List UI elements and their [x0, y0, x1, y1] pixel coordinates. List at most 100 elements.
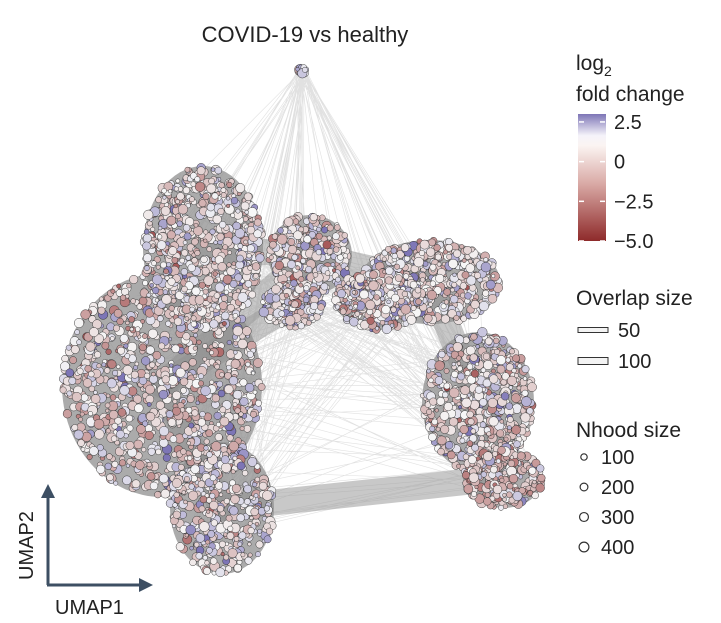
nhood-node — [433, 244, 441, 252]
nhood-node — [496, 364, 506, 374]
nhood-node — [366, 316, 375, 325]
nhood-node — [537, 473, 546, 483]
nhood-node — [188, 490, 199, 501]
nhood-node — [209, 492, 216, 499]
nhood-node — [181, 249, 189, 257]
nhood-node — [332, 268, 337, 273]
nhood-node — [470, 428, 477, 434]
nhood-node — [295, 67, 300, 72]
nhood-node — [385, 266, 394, 275]
nhood-node — [359, 289, 369, 300]
nhood-node — [213, 278, 218, 283]
nhood-node — [469, 399, 480, 410]
nhood-node — [158, 342, 166, 350]
nhood-node — [145, 394, 155, 404]
nhood-node — [283, 217, 294, 227]
nhood-node — [109, 336, 115, 341]
nhood-node — [180, 361, 190, 371]
nhood-node — [158, 473, 169, 484]
nhood-node — [198, 380, 205, 387]
nhood-node — [313, 312, 321, 321]
nhood-node — [68, 377, 77, 385]
nhood-node — [247, 552, 253, 558]
nhood-node — [166, 230, 176, 240]
nhood-node — [144, 430, 154, 440]
nhood-node — [492, 451, 498, 457]
nhood-node — [203, 275, 214, 286]
nhood-node — [93, 333, 104, 344]
nhood-node — [181, 490, 186, 495]
chart-title: COVID-19 vs healthy — [201, 22, 409, 47]
nhood-node — [203, 445, 209, 451]
nhood-node — [502, 470, 508, 476]
nhood-node — [401, 290, 409, 298]
nhood-node — [231, 261, 237, 266]
nhood-node — [394, 263, 400, 270]
nhood-node — [59, 386, 67, 394]
nhood-node — [247, 542, 252, 547]
nhood-node — [321, 226, 329, 234]
nhood-node — [193, 332, 198, 338]
nhood-node — [507, 375, 517, 386]
nhood-node — [224, 372, 232, 380]
nhood-node — [186, 395, 195, 403]
nhood-node — [93, 418, 105, 430]
nhood-node — [200, 255, 208, 264]
nhood-node — [521, 365, 530, 374]
nhood-node — [237, 243, 244, 249]
nhood-node — [512, 491, 523, 502]
nhood-node — [109, 410, 119, 420]
nhood-node — [80, 393, 89, 402]
nhood-node — [298, 276, 305, 283]
nhood-node — [443, 382, 451, 390]
nhood-node — [236, 254, 244, 263]
nhood-node — [160, 489, 170, 499]
nhood-node — [483, 497, 492, 506]
nhood-node — [499, 419, 504, 424]
nhood-node — [169, 311, 175, 317]
nhood-node — [436, 261, 442, 267]
nhood-node — [310, 301, 319, 311]
nhood-node — [474, 485, 479, 490]
nhood-node — [227, 548, 238, 559]
overlap-legend-label: 100 — [618, 351, 651, 373]
nhood-node — [507, 416, 514, 423]
nhood-node — [106, 473, 114, 482]
nhood-node — [461, 258, 467, 263]
nhood-node — [149, 481, 159, 491]
nhood-node — [247, 457, 258, 467]
nhood-node — [209, 228, 216, 235]
nhood-node — [255, 551, 261, 558]
nhood-node — [253, 273, 259, 279]
nhood-node — [166, 215, 177, 226]
nhood-node — [171, 257, 179, 264]
nhood-node — [105, 428, 111, 434]
nhood-node — [144, 372, 151, 379]
nhood-node — [332, 232, 340, 240]
nhood-node — [196, 431, 202, 436]
nhood-node — [467, 418, 475, 426]
nhood-node — [521, 396, 532, 407]
nhood-node — [168, 189, 173, 194]
nhood-node — [271, 233, 278, 240]
nhood-node — [151, 260, 157, 266]
nhood-node — [448, 258, 459, 269]
color-legend-title: log2 — [576, 52, 612, 79]
nhood-node — [226, 339, 232, 346]
nhood-node — [129, 275, 139, 284]
nhood-node — [169, 435, 178, 443]
nhood-node — [456, 361, 462, 366]
nhood-node — [125, 414, 133, 423]
nhood-node — [219, 372, 225, 378]
nhood-node — [146, 402, 152, 407]
nhood-node — [385, 245, 392, 253]
nhood-node — [152, 286, 160, 295]
nhood-node — [221, 321, 227, 327]
nhood-node — [516, 385, 522, 391]
nhood-node — [171, 478, 182, 489]
nhood-node — [499, 477, 505, 483]
nhood-node — [190, 464, 200, 474]
nhood-node — [247, 265, 253, 271]
nhood-node — [381, 324, 392, 334]
